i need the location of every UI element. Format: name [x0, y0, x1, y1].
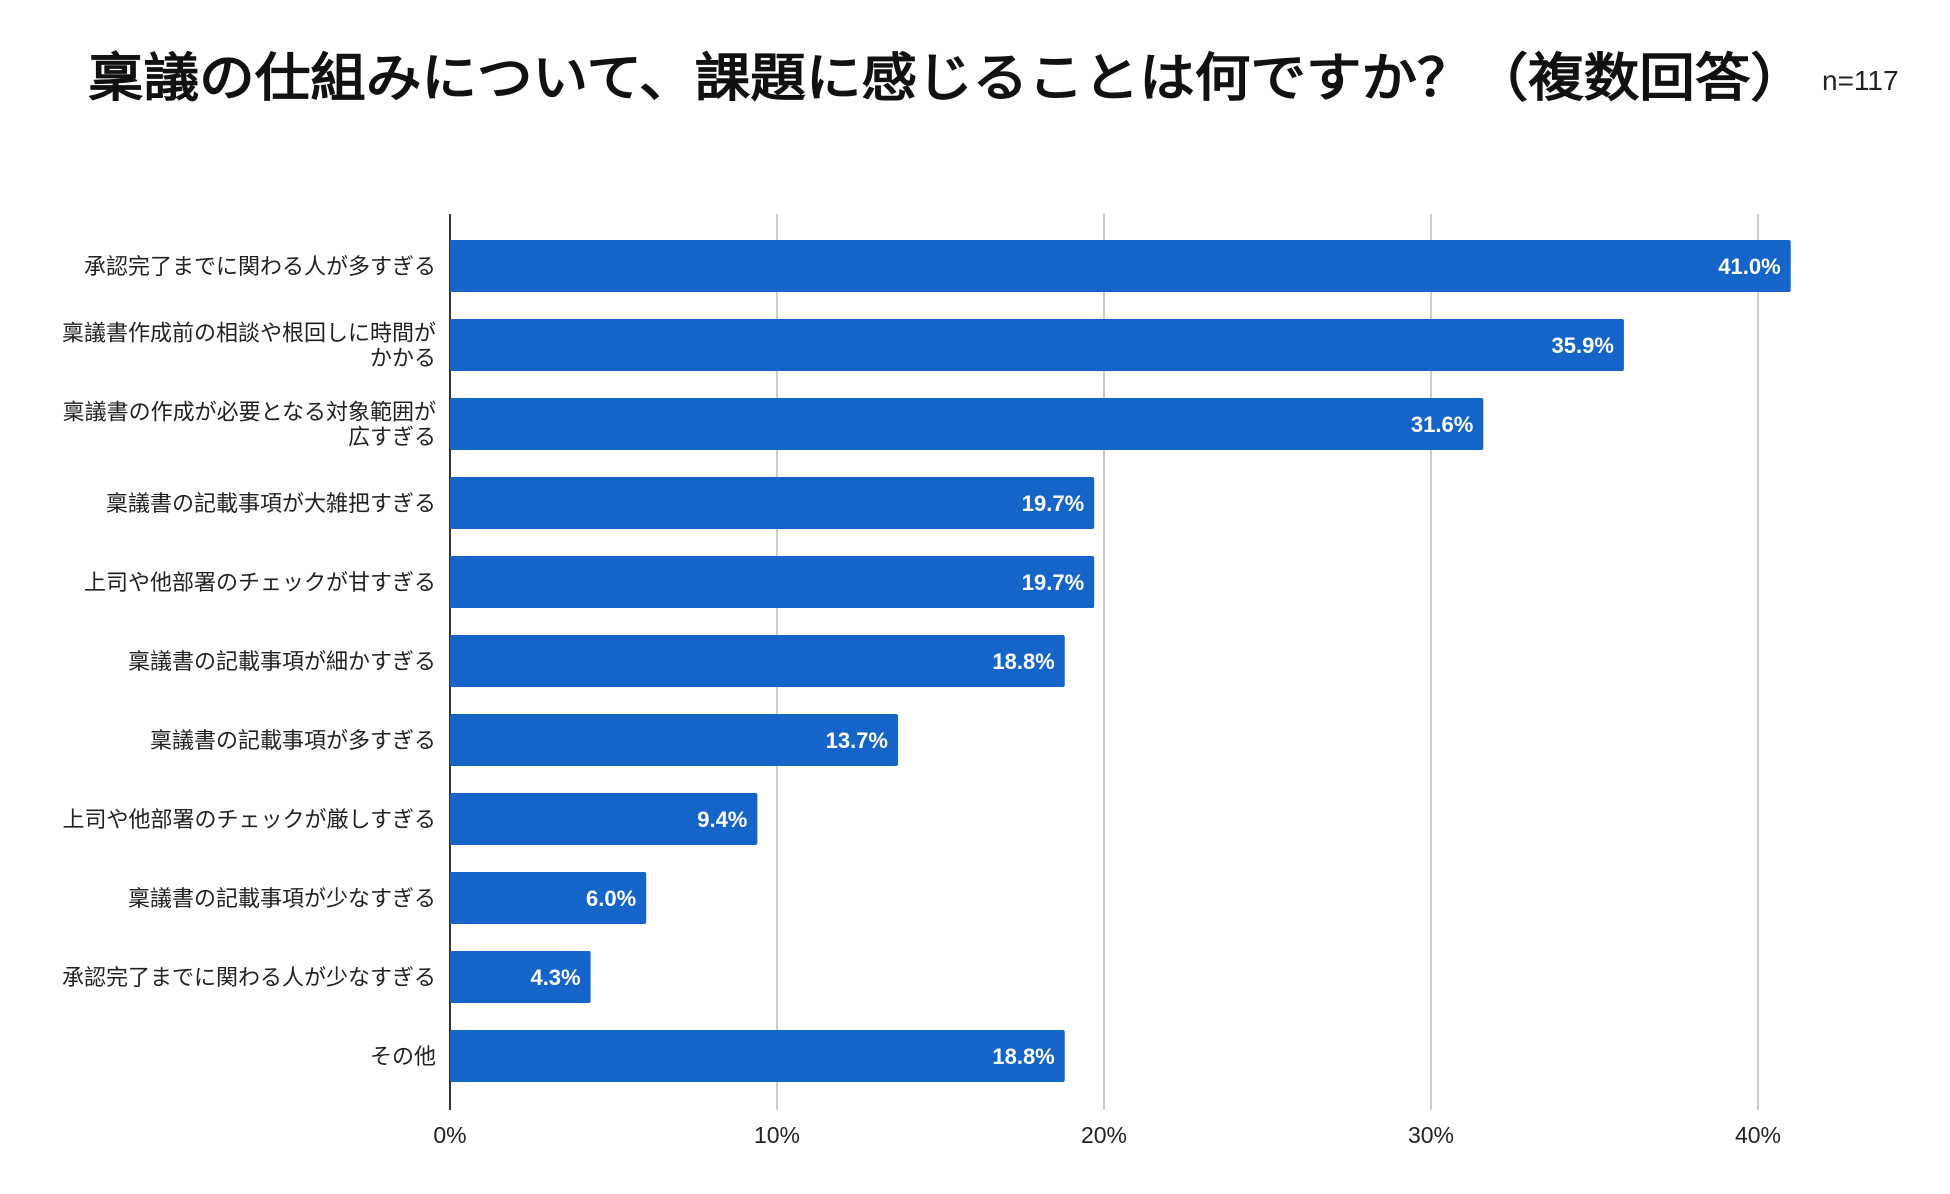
- category-label: 稟議書作成前の相談や根回しに時間が: [62, 322, 436, 347]
- bar-value-label: 41.0%: [1718, 254, 1780, 279]
- category-label: 承認完了までに関わる人が少なすぎる: [62, 966, 436, 991]
- bar-value-label: 19.7%: [1022, 570, 1084, 595]
- x-tick-label: 0%: [433, 1122, 466, 1148]
- bar: [450, 635, 1065, 687]
- x-tick-label: 30%: [1408, 1122, 1454, 1148]
- bar-value-label: 31.6%: [1411, 412, 1473, 437]
- bar-value-label: 19.7%: [1022, 491, 1084, 516]
- category-label: 上司や他部署のチェックが厳しすぎる: [62, 808, 436, 833]
- bar-value-label: 9.4%: [697, 807, 747, 832]
- category-label: その他: [370, 1045, 436, 1070]
- category-label: 稟議書の記載事項が多すぎる: [150, 729, 436, 754]
- category-label: 稟議書の記載事項が少なすぎる: [128, 887, 436, 912]
- bar: [450, 240, 1791, 292]
- bar: [450, 951, 591, 1003]
- bar-value-label: 4.3%: [530, 965, 580, 990]
- x-tick-label: 40%: [1735, 1122, 1781, 1148]
- bar-value-label: 18.8%: [992, 1044, 1054, 1069]
- bar-value-label: 18.8%: [992, 649, 1054, 674]
- category-label: 稟議書の記載事項が細かすぎる: [128, 650, 436, 675]
- category-label: 承認完了までに関わる人が多すぎる: [84, 255, 436, 280]
- bar: [450, 477, 1095, 529]
- x-tick-label: 10%: [754, 1122, 800, 1148]
- bar: [450, 872, 647, 924]
- bar-value-label: 6.0%: [586, 886, 636, 911]
- bar-value-label: 35.9%: [1552, 333, 1614, 358]
- category-label: 稟議書の作成が必要となる対象範囲が: [63, 401, 436, 426]
- category-label: 広すぎる: [348, 426, 436, 451]
- category-label: 稟議書の記載事項が大雑把すぎる: [106, 492, 436, 517]
- sample-size-label: n=117: [1822, 65, 1899, 96]
- bar: [450, 556, 1095, 608]
- bar: [450, 398, 1484, 450]
- category-label: かかる: [370, 347, 436, 372]
- chart-title: 稟議の仕組みについて、課題に感じることは何ですか？（複数回答）: [88, 49, 1806, 109]
- bar: [450, 1030, 1065, 1082]
- x-tick-label: 20%: [1081, 1122, 1127, 1148]
- bar: [450, 319, 1624, 371]
- bar-value-label: 13.7%: [826, 728, 888, 753]
- bar: [450, 714, 898, 766]
- bar: [450, 793, 758, 845]
- category-label: 上司や他部署のチェックが甘すぎる: [84, 571, 436, 596]
